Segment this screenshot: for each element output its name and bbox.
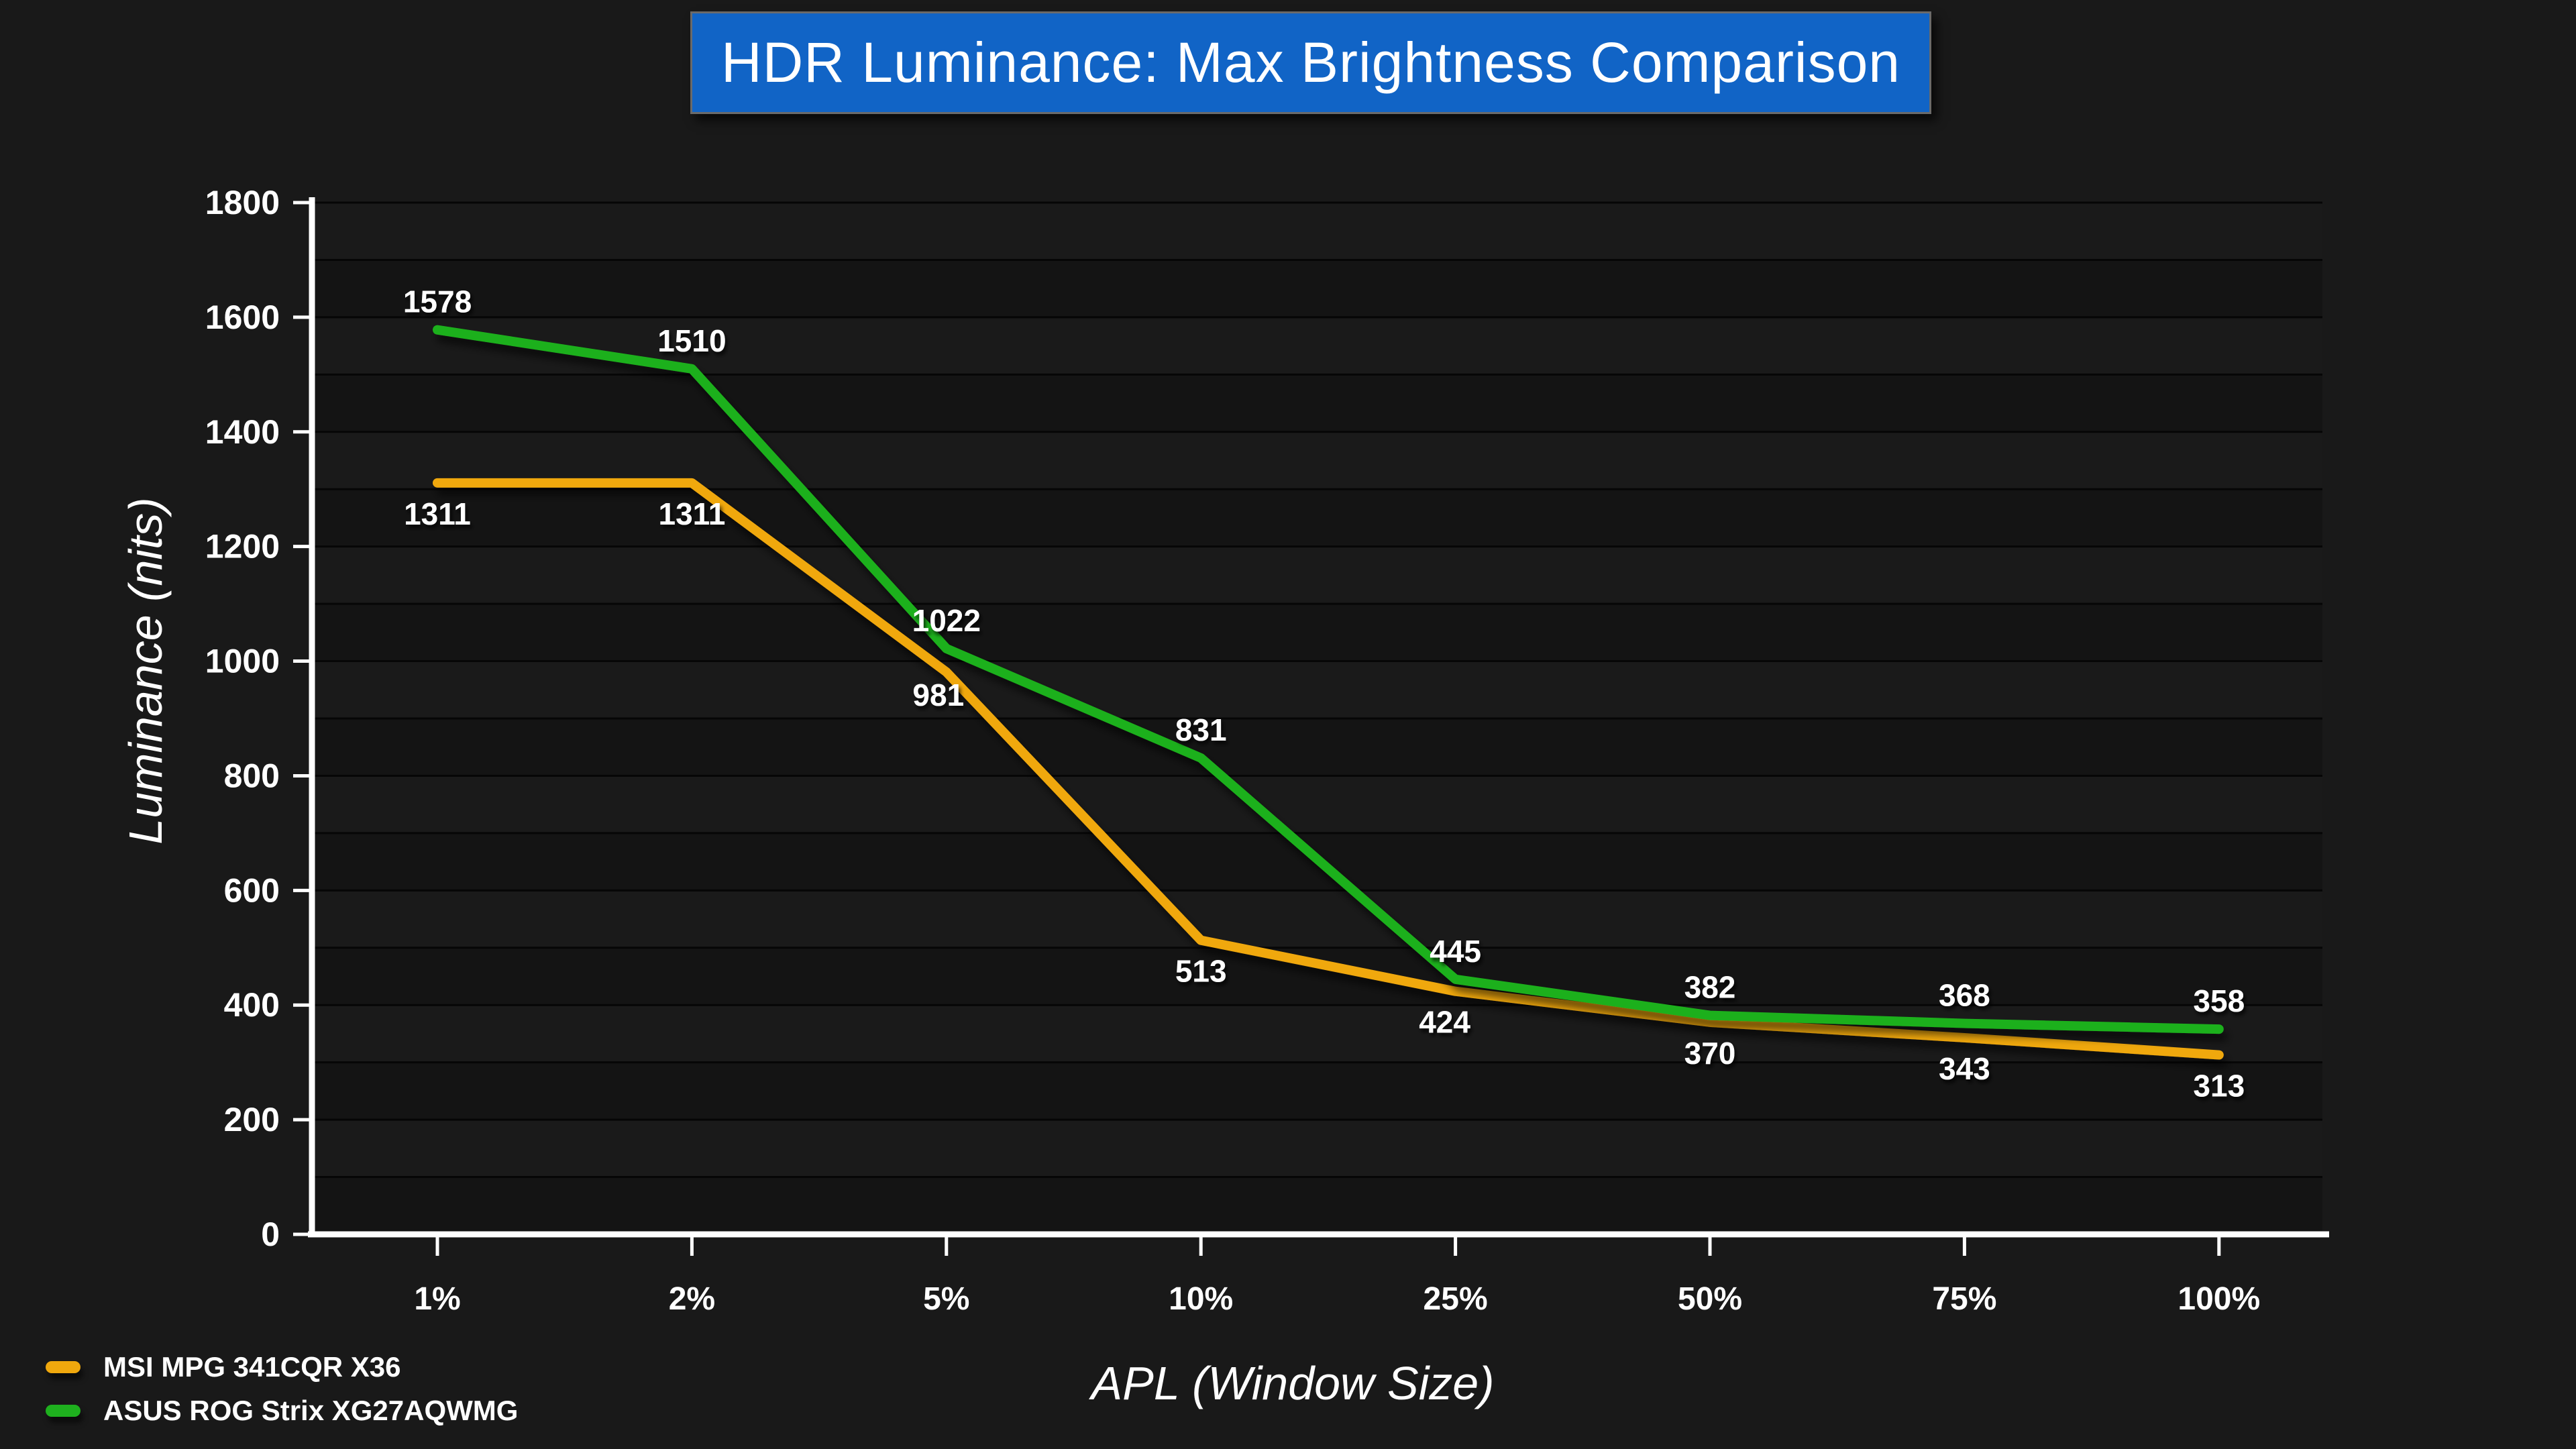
y-tick-label: 600: [224, 871, 280, 909]
y-axis-title: Luminance (nits): [119, 497, 172, 845]
series-line-asus-rog-strix-xg27aqwmg: [433, 325, 2224, 1034]
data-label: 424: [1419, 1005, 1470, 1040]
data-label: 343: [1939, 1051, 1990, 1086]
data-label: 831: [1175, 712, 1227, 747]
x-tick-label: 2%: [669, 1281, 715, 1317]
chart-title: HDR Luminance: Max Brightness Comparison: [720, 31, 1901, 94]
x-tick-label: 50%: [1678, 1281, 1742, 1317]
legend-item-asus: ASUS ROG Strix XG27AQWMG: [46, 1395, 518, 1427]
x-tick-label: 75%: [1932, 1281, 1996, 1317]
gridlines: [312, 201, 2322, 1236]
series-labels-msi-mpg-341cqr-x36: 1311 1311 981 513 424 370 343 313: [404, 496, 2245, 1104]
legend-item-msi: MSI MPG 341CQR X36: [46, 1351, 518, 1383]
x-tick-label: 1%: [414, 1281, 460, 1317]
data-label: 382: [1684, 970, 1736, 1005]
x-tick-label: 5%: [923, 1281, 969, 1317]
plot-bands: [315, 203, 2322, 1234]
data-label: 370: [1684, 1036, 1736, 1071]
legend-swatch-orange: [46, 1361, 80, 1373]
data-label: 1022: [912, 603, 981, 638]
y-tick-label: 1000: [205, 643, 280, 680]
x-axis-ticks: 1% 2% 5% 10% 25% 50% 75% 100%: [414, 1237, 2260, 1317]
x-axis-title: APL (Window Size): [1091, 1357, 1495, 1409]
y-tick-label: 800: [224, 757, 280, 794]
series-labels-asus-rog-strix-xg27aqwmg: 1578 1510 1022 831 445 382 368 358: [403, 284, 2245, 1018]
data-label: 368: [1939, 978, 1990, 1013]
chart-title-banner: HDR Luminance: Max Brightness Comparison: [690, 11, 1931, 114]
y-tick-label: 400: [224, 986, 280, 1024]
data-label: 981: [912, 678, 964, 712]
y-tick-label: 200: [224, 1101, 280, 1138]
data-label: 1510: [657, 323, 726, 358]
y-tick-label: 1800: [205, 184, 280, 221]
y-tick-label: 1600: [205, 299, 280, 336]
x-tick-label: 25%: [1424, 1281, 1488, 1317]
axes: [308, 197, 2329, 1238]
data-label: 1311: [404, 496, 471, 531]
data-label: 513: [1175, 954, 1227, 989]
y-tick-label: 1200: [205, 528, 280, 566]
data-label: 1578: [403, 284, 472, 319]
legend-label-asus: ASUS ROG Strix XG27AQWMG: [103, 1395, 519, 1426]
y-tick-label: 0: [261, 1216, 280, 1253]
legend-label-msi: MSI MPG 341CQR X36: [103, 1351, 401, 1383]
x-tick-label: 100%: [2178, 1281, 2260, 1317]
x-tick-label: 10%: [1169, 1281, 1233, 1317]
y-axis-ticks: 0 200 400 600 800 1000 1200 1400 1600 1800: [205, 184, 312, 1253]
y-tick-label: 1400: [205, 413, 280, 451]
series-line-msi-mpg-341cqr-x36: [433, 478, 2224, 1060]
data-label: 313: [2193, 1069, 2245, 1104]
legend-swatch-green: [46, 1405, 80, 1417]
data-label: 358: [2193, 983, 2245, 1018]
chart-legend: MSI MPG 341CQR X36 ASUS ROG Strix XG27AQ…: [46, 1351, 518, 1427]
data-label: 445: [1430, 934, 1481, 969]
data-label: 1311: [659, 496, 726, 531]
